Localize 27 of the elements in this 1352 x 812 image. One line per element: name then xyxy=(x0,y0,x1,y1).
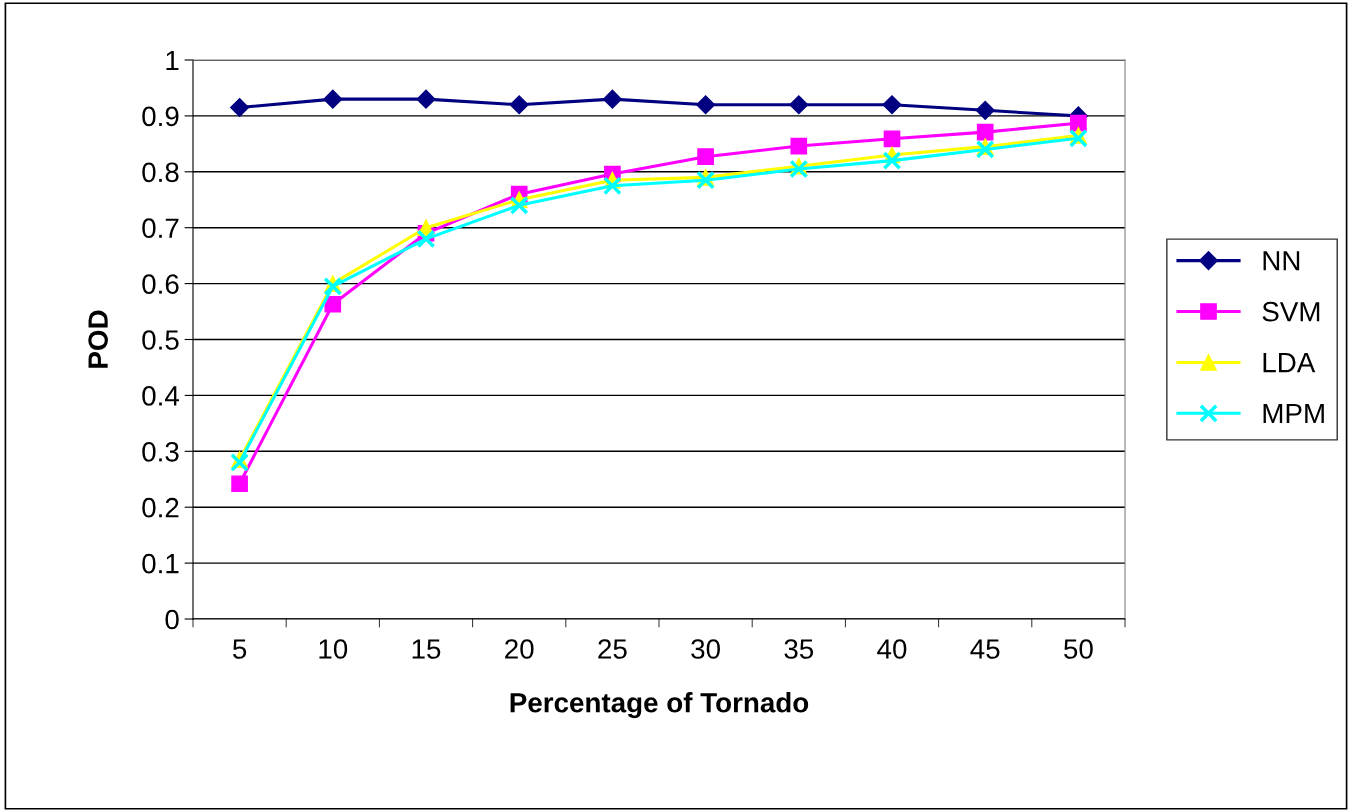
x-tick-label: 5 xyxy=(232,639,247,659)
x-tick-label: 50 xyxy=(1064,639,1093,659)
legend-label: NN xyxy=(1263,251,1300,271)
x-tick-label: 20 xyxy=(505,639,534,659)
y-tick-label: 0.3 xyxy=(142,441,179,462)
y-tick-label: 1 xyxy=(166,50,179,71)
legend-label: LDA xyxy=(1263,353,1316,373)
y-tick-label: 0.5 xyxy=(142,330,179,350)
y-tick-label: 0.6 xyxy=(142,274,179,294)
y-tick-label: 0.1 xyxy=(142,553,179,574)
x-tick-label: 30 xyxy=(691,639,720,659)
x-tick-label: 10 xyxy=(319,639,348,659)
y-tick-label: 0.2 xyxy=(142,497,179,518)
x-tick-label: 40 xyxy=(877,639,907,659)
x-tick-label: 45 xyxy=(970,639,1000,659)
x-tick-label: 15 xyxy=(412,639,441,659)
y-axis-title: POD xyxy=(88,310,108,368)
y-tick-label: 0 xyxy=(165,609,179,630)
x-tick-label: 35 xyxy=(784,639,814,659)
legend-label: SVM xyxy=(1262,301,1320,322)
y-tick-label: 0.4 xyxy=(142,386,179,406)
y-tick-label: 0.7 xyxy=(142,218,179,239)
legend-label: MPM xyxy=(1263,403,1324,424)
y-tick-label: 0.8 xyxy=(142,162,179,183)
x-tick-label: 25 xyxy=(598,639,627,659)
y-tick-label: 0.9 xyxy=(142,106,179,127)
x-axis-title: Percentage of Tornado xyxy=(510,692,809,719)
